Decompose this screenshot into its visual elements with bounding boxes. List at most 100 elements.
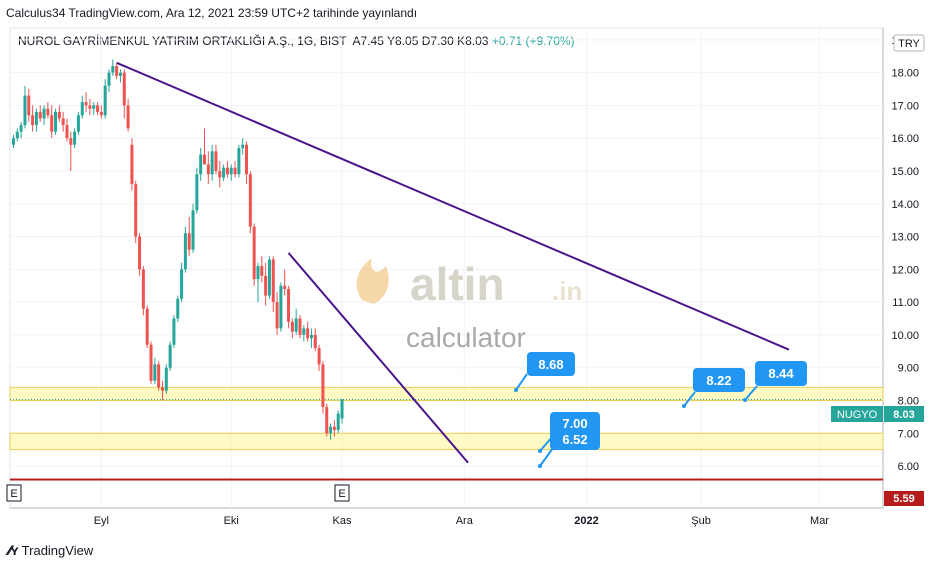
candle-body: [42, 108, 46, 119]
candle-body: [134, 184, 138, 237]
callout-box: [693, 368, 745, 392]
candle-body: [61, 118, 65, 126]
candle-body: [57, 111, 61, 119]
callout-pointer: [683, 391, 696, 407]
candle-body: [271, 259, 275, 303]
event-marker-e[interactable]: E: [6, 484, 22, 502]
candle-body: [325, 407, 329, 434]
candle-body: [294, 318, 298, 332]
callout-844[interactable]: 8.44: [743, 361, 807, 402]
candle-body: [153, 364, 157, 381]
time-tick-label: Eyl: [94, 515, 109, 527]
callout-label: 6.52: [562, 432, 587, 447]
price-box: [884, 406, 924, 422]
candle-body: [302, 328, 306, 335]
candle-body: [76, 115, 80, 132]
time-axis[interactable]: Eyl Eki Kas Ara 2022 Şub Mar: [94, 515, 830, 527]
candle-body: [187, 233, 191, 250]
support-label: 5.59: [893, 493, 914, 505]
ohlc-open: A7.45: [352, 34, 384, 48]
candle-body: [38, 111, 42, 119]
tradingview-logo-icon[interactable]: ⁄⁄ʏ: [8, 542, 19, 558]
candle-body: [12, 138, 15, 145]
candle-body: [229, 167, 233, 175]
candle-body: [199, 154, 203, 175]
candle-body: [210, 151, 214, 175]
price-tick-label: 7.00: [898, 428, 919, 440]
candle-body: [313, 334, 317, 349]
candle-body: [183, 233, 187, 270]
event-marker-e[interactable]: E: [334, 484, 350, 502]
price-tick-label: 12.00: [891, 264, 919, 276]
candle-body: [46, 108, 50, 116]
candle-body: [206, 164, 210, 175]
candle-body: [218, 170, 222, 178]
candle-body: [306, 328, 310, 339]
candle-body: [160, 387, 164, 391]
callout-pointer: [539, 447, 554, 467]
symbol-name[interactable]: NUROL GAYRİMENKUL YATIRIM ORTAKLIĞI A.Ş.…: [18, 34, 347, 48]
callout-868[interactable]: 8.68: [514, 352, 575, 392]
candle-body: [23, 95, 27, 126]
price-chart[interactable]: altin .in calculator 8.68 7.00 6.52 8.22…: [0, 0, 943, 540]
candle-body: [145, 308, 149, 345]
price-tick-label: 10.00: [891, 330, 919, 342]
candle-body: [264, 275, 268, 296]
zone-box[interactable]: [9, 432, 884, 451]
price-tick-label: 17.00: [891, 100, 919, 112]
candle-body: [73, 131, 77, 145]
trendline[interactable]: [287, 252, 469, 464]
candle-body: [149, 344, 153, 381]
ticker-label: NUGYO: [837, 409, 878, 421]
candle-body: [283, 285, 287, 290]
candle-body: [164, 367, 168, 391]
callout-label: 8.44: [768, 366, 794, 381]
time-tick-label: Kas: [333, 515, 352, 527]
symbol-legend: NUROL GAYRİMENKUL YATIRIM ORTAKLIĞI A.Ş.…: [18, 34, 575, 48]
candle-body: [180, 269, 184, 299]
candle-body: [69, 138, 73, 145]
candle-body: [34, 111, 38, 126]
footer-brand[interactable]: TradingView: [21, 542, 94, 558]
candle-body: [103, 85, 107, 116]
candle-body: [92, 105, 96, 109]
candle-body: [157, 364, 161, 388]
price-tick-label: 6.00: [898, 461, 919, 473]
callout-box: [755, 361, 807, 386]
candle-body: [329, 426, 333, 434]
callout-label: 8.22: [706, 373, 731, 388]
candle-body: [126, 105, 130, 129]
candle-body: [298, 318, 302, 335]
candle-body: [321, 364, 325, 408]
last-price-tag: NUGYO 8.03: [831, 406, 924, 422]
callout-box: [527, 352, 575, 376]
candles: [12, 59, 344, 440]
candle-body: [115, 66, 119, 76]
candle-body: [290, 321, 294, 332]
callout-box: [550, 428, 600, 450]
candle-body: [248, 174, 252, 227]
time-tick-label: Mar: [810, 515, 829, 527]
candle-body: [195, 174, 199, 211]
callout-pointer: [744, 385, 758, 401]
callout-822[interactable]: 8.22: [682, 368, 745, 408]
candle-body: [267, 259, 271, 296]
candle-body: [260, 266, 264, 276]
candle-body: [225, 167, 229, 175]
zone-box[interactable]: [9, 386, 884, 401]
currency-badge[interactable]: [893, 34, 925, 52]
candle-body: [141, 269, 145, 309]
price-tick-label: 11.00: [892, 297, 919, 309]
candle-body: [252, 226, 256, 280]
price-tick-label: 14.00: [891, 199, 919, 211]
callout-652[interactable]: 6.52: [538, 428, 600, 468]
price-axis[interactable]: 19.0018.0017.0016.0015.0014.0013.0012.00…: [891, 35, 919, 473]
candle-body: [122, 72, 126, 106]
candle-body: [332, 426, 336, 430]
time-tick-label: Şub: [691, 515, 711, 527]
price-label: 8.03: [893, 409, 914, 421]
trendline[interactable]: [116, 61, 790, 351]
callout-anchor: [538, 464, 542, 468]
candle-body: [245, 144, 249, 175]
time-tick-label: 2022: [574, 515, 598, 527]
